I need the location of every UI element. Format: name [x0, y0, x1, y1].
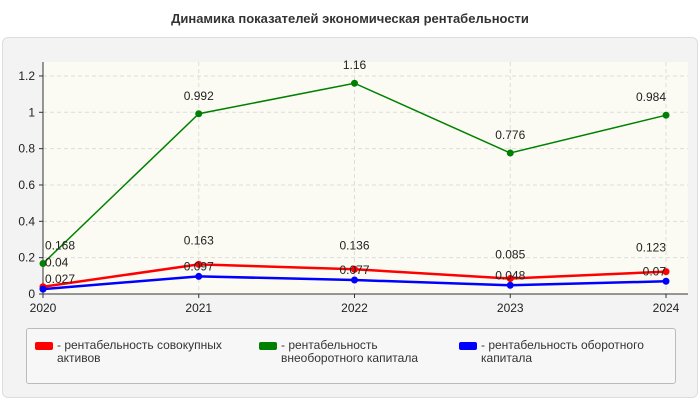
data-label: 0.168 [45, 238, 75, 252]
legend-swatch [35, 342, 53, 350]
y-tick-label: 1.2 [18, 69, 35, 83]
x-tick-label: 2024 [653, 301, 680, 315]
y-tick-label: 0.8 [18, 142, 35, 156]
y-tick-label: 0.4 [18, 214, 35, 228]
y-tick-label: 0 [28, 287, 35, 301]
data-label: 0.085 [495, 248, 525, 262]
data-point [662, 277, 670, 285]
data-point [506, 149, 514, 157]
legend-swatch [459, 342, 477, 350]
data-point [662, 268, 670, 276]
data-label: 0.163 [184, 233, 214, 247]
data-label: 0.027 [45, 272, 75, 286]
x-tick-label: 2021 [185, 301, 212, 315]
data-point [195, 110, 203, 118]
data-point [39, 285, 47, 293]
chart-title: Динамика показателей экономическая рента… [171, 11, 529, 26]
legend-label: - рентабельность совокупных активов [57, 338, 222, 365]
x-tick-label: 2020 [30, 301, 57, 315]
data-label: 0.136 [339, 238, 369, 252]
y-tick-label: 1 [28, 105, 35, 119]
plot-area [43, 62, 688, 294]
data-point [662, 111, 670, 119]
data-point [506, 275, 514, 283]
data-label: 0.123 [636, 241, 666, 255]
legend: - рентабельность совокупных активов - ре… [26, 328, 676, 384]
data-point [506, 281, 514, 289]
y-tick-label: 0.2 [18, 251, 35, 265]
x-tick-label: 2022 [341, 301, 368, 315]
data-point [195, 260, 203, 268]
data-point [39, 259, 47, 267]
data-label: 0.048 [495, 268, 525, 282]
data-point [351, 265, 358, 273]
data-point [351, 276, 358, 284]
data-label: 1.16 [343, 58, 367, 72]
legend-label: - рентабельность внеоборотного капитала [281, 338, 418, 365]
data-label: 0.776 [495, 128, 525, 142]
data-label: 0.077 [339, 263, 369, 277]
y-tick-label: 0.6 [18, 178, 35, 192]
legend-swatch [259, 342, 277, 350]
data-label: 0.984 [636, 90, 666, 104]
data-label: 0.04 [45, 256, 69, 270]
data-label: 0.07 [643, 264, 667, 278]
x-tick-label: 2023 [497, 301, 524, 315]
data-point [195, 272, 203, 280]
legend-label: - рентабельность оборотного капитала [481, 338, 644, 365]
data-label: 0.097 [184, 259, 214, 273]
data-label: 0.992 [184, 89, 214, 103]
data-point [351, 79, 358, 87]
